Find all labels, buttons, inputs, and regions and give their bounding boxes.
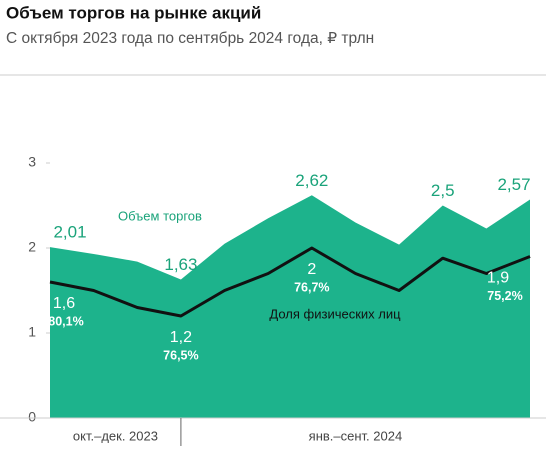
share-label: 76,5% [163,348,198,362]
value-label: 2,57 [497,175,530,194]
x-group-label: янв.–сент. 2024 [309,428,403,443]
x-group-label: окт.–дек. 2023 [73,428,158,443]
series-label: Доля физических лиц [269,306,401,321]
value-label: 2 [307,261,316,278]
share-label: 75,2% [487,289,522,303]
y-tick-label: 3 [28,154,36,170]
area [50,195,530,418]
y-tick-label: 2 [28,239,36,255]
value-label: 2,01 [53,223,86,242]
line [49,246,531,318]
value-label: 1,2 [170,329,192,346]
y-tick-label: 0 [28,409,36,425]
chart-title: Объем торгов на рынке акций [6,3,261,22]
series-label: Объем торгов [118,208,202,223]
value-label: 2,62 [295,171,328,190]
value-label: 1,6 [53,295,75,312]
value-label: 1,63 [164,255,197,274]
value-label: 2,5 [431,181,455,200]
share-label: 76,7% [294,280,329,294]
share-label: 80,1% [48,314,83,328]
chart-subtitle: С октября 2023 года по сентябрь 2024 год… [6,30,374,47]
y-tick-label: 1 [28,324,36,340]
value-label: 1,9 [487,270,509,287]
